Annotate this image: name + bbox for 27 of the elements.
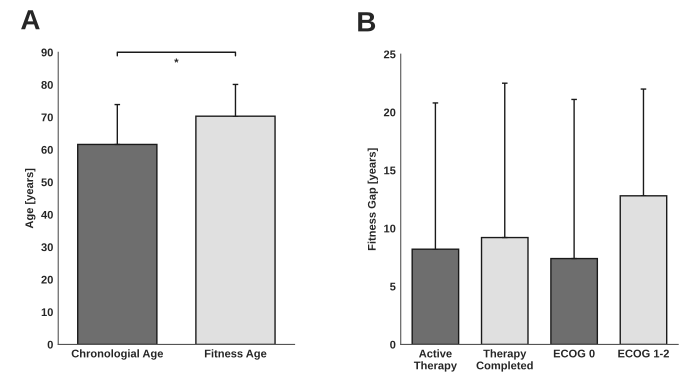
y-tick-label: 5 <box>390 282 396 291</box>
y-tick-label: 25 <box>384 50 396 58</box>
x-tick-label: Fitness Age <box>204 349 266 360</box>
x-tick-label: ECOG 1-2 <box>618 350 669 358</box>
y-axis-title: Age [years] <box>25 168 36 228</box>
y-tick-label: 70 <box>41 113 53 122</box>
y-tick-label: 10 <box>384 224 396 232</box>
y-tick-label: 0 <box>48 340 53 349</box>
chart-title: B <box>358 12 376 32</box>
y-tick-label: 50 <box>41 178 53 186</box>
y-tick-label: 0 <box>390 340 396 349</box>
y-tick-label: 30 <box>41 243 53 252</box>
annotation: * <box>174 58 179 63</box>
y-tick-label: 40 <box>41 210 53 219</box>
y-tick-label: 15 <box>384 166 396 174</box>
y-axis-title: Fitness Gap [years] <box>368 148 378 250</box>
y-tick-label: 80 <box>41 80 53 89</box>
y-tick-label: 60 <box>41 146 53 154</box>
y-tick-label: 10 <box>42 308 53 316</box>
y-tick-label: 90 <box>41 48 53 56</box>
x-tick-label: Chronologial Age <box>72 349 164 360</box>
y-tick-label: 20 <box>41 276 53 284</box>
x-tick-label: Therapy Completed <box>476 349 533 372</box>
x-tick-label: ECOG 0 <box>554 350 595 358</box>
chart-title: A <box>21 10 40 30</box>
y-tick-label: 20 <box>384 108 396 116</box>
x-tick-label: Active Therapy <box>414 349 457 372</box>
